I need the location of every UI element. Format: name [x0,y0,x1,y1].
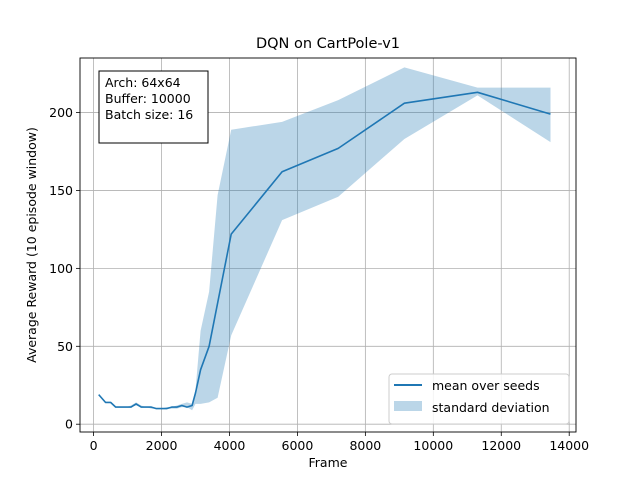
chart-title: DQN on CartPole-v1 [256,36,400,52]
x-axis-ticks: 0 2000 4000 6000 8000 10000 12000 14000 [90,432,589,453]
y-tick-label: 150 [49,183,73,198]
y-tick-label: 50 [57,339,73,354]
std-deviation-band [98,67,551,411]
x-tick-label: 12000 [481,438,521,453]
x-tick-label: 2000 [146,438,178,453]
x-tick-label: 0 [90,438,98,453]
x-tick-label: 14000 [549,438,589,453]
plot-frame [79,57,577,433]
x-tick-label: 4000 [214,438,246,453]
y-tick-label: 0 [65,417,73,432]
mean-line-layer [98,91,551,410]
legend-label-std: standard deviation [432,400,550,415]
annotation-line-buffer: Buffer: 10000 [105,91,191,106]
y-axis-label: Average Reward (10 episode window) [24,127,39,363]
annotation-box: Arch: 64x64 Buffer: 10000 Batch size: 16 [98,70,209,144]
y-tick-label: 200 [49,105,73,120]
x-tick-label: 8000 [349,438,381,453]
std-band-layer [98,67,551,411]
y-tick-label: 100 [49,261,73,276]
annotation-line-arch: Arch: 64x64 [105,75,181,90]
y-axis-ticks: 0 50 100 150 200 [49,105,80,432]
annotation-line-batch: Batch size: 16 [105,107,193,122]
legend-band-swatch [394,401,422,411]
legend-frame [388,373,570,425]
annotation-frame [98,70,209,144]
x-axis-label: Frame [309,455,348,470]
x-tick-label: 10000 [413,438,453,453]
legend-label-mean: mean over seeds [432,378,540,393]
mean-over-seeds-line [98,91,551,410]
x-tick-label: 6000 [282,438,314,453]
legend: mean over seeds standard deviation [388,373,570,425]
